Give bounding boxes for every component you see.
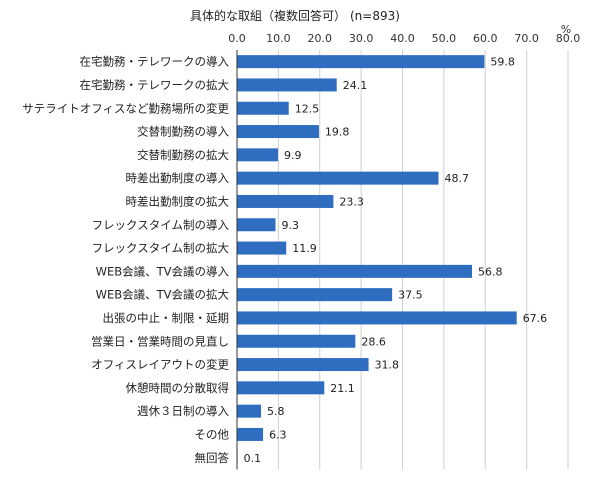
value-label: 5.8 bbox=[267, 405, 285, 418]
value-label: 6.3 bbox=[269, 428, 287, 441]
value-label: 24.1 bbox=[343, 79, 368, 92]
category-label: 時差出勤制度の拡大 bbox=[126, 194, 230, 208]
category-label: 無回答 bbox=[195, 451, 230, 465]
x-tick-label: 10.0 bbox=[266, 32, 291, 45]
x-tick-label: 60.0 bbox=[473, 32, 498, 45]
x-tick-label: 0.0 bbox=[228, 32, 246, 45]
value-label: 0.1 bbox=[244, 452, 262, 465]
category-label: 週休３日制の導入 bbox=[137, 404, 229, 418]
category-label: その他 bbox=[195, 427, 230, 441]
category-label: 時差出勤制度の導入 bbox=[126, 171, 230, 185]
x-tick-label: 50.0 bbox=[432, 32, 457, 45]
x-tick-labels: 0.0 10.0 20.0 30.0 40.0 50.0 60.0 70.0 80.0 bbox=[228, 32, 580, 45]
bar-11 bbox=[237, 288, 393, 302]
category-label: WEB会議、TV会議の導入 bbox=[96, 264, 230, 278]
x-tick-label: 20.0 bbox=[308, 32, 333, 45]
value-label: 11.9 bbox=[292, 242, 317, 255]
unit-label: % bbox=[561, 23, 571, 36]
value-label: 48.7 bbox=[444, 172, 469, 185]
bar-13 bbox=[237, 334, 356, 348]
category-label: サテライトオフィスなど勤務場所の変更 bbox=[22, 101, 229, 115]
category-label: 出張の中止・制限・延期 bbox=[103, 311, 230, 325]
value-label: 31.8 bbox=[375, 359, 400, 372]
category-label: 在宅勤務・テレワークの導入 bbox=[80, 55, 230, 69]
value-label: 67.6 bbox=[523, 312, 548, 325]
category-label: フレックスタイム制の拡大 bbox=[92, 241, 230, 255]
category-label: WEB会議、TV会議の拡大 bbox=[96, 288, 230, 302]
value-labels: 59.8 24.1 12.5 19.8 9.9 48.7 23.3 9.3 11.9 56.8 37… bbox=[244, 56, 548, 465]
category-label: 交替制勤務の拡大 bbox=[137, 148, 229, 162]
bar-16 bbox=[237, 404, 261, 418]
x-tick-label: 40.0 bbox=[390, 32, 415, 45]
bars bbox=[237, 55, 517, 465]
category-labels: 在宅勤務・テレワークの導入在宅勤務・テレワークの拡大サテライトオフィスなど勤務場… bbox=[22, 55, 229, 465]
bar-6 bbox=[237, 171, 439, 185]
value-label: 23.3 bbox=[339, 195, 364, 208]
category-label: 交替制勤務の導入 bbox=[137, 125, 229, 139]
bar-10 bbox=[237, 264, 473, 278]
bar-3 bbox=[237, 101, 289, 115]
x-tick-label: 70.0 bbox=[514, 32, 539, 45]
value-label: 59.8 bbox=[490, 56, 515, 69]
bar-8 bbox=[237, 218, 276, 232]
bar-4 bbox=[237, 125, 319, 139]
category-label: 在宅勤務・テレワークの拡大 bbox=[80, 78, 230, 92]
value-label: 28.6 bbox=[361, 335, 386, 348]
bar-15 bbox=[237, 381, 325, 395]
bar-9 bbox=[237, 241, 287, 255]
category-label: 休憩時間の分散取得 bbox=[126, 381, 230, 395]
value-label: 21.1 bbox=[330, 382, 355, 395]
bar-2 bbox=[237, 78, 337, 92]
category-label: オフィスレイアウトの変更 bbox=[91, 358, 229, 372]
value-label: 12.5 bbox=[295, 102, 320, 115]
category-label: フレックスタイム制の導入 bbox=[92, 218, 230, 232]
chart-title: 具体的な取組（複数回答可） bbox=[190, 8, 346, 23]
bar-7 bbox=[237, 194, 334, 208]
value-label: 37.5 bbox=[398, 289, 423, 302]
value-label: 9.9 bbox=[284, 149, 302, 162]
bar-17 bbox=[237, 427, 264, 441]
bar-5 bbox=[237, 148, 278, 162]
x-tick-label: 30.0 bbox=[349, 32, 374, 45]
bar-1 bbox=[237, 55, 485, 69]
category-label: 営業日・営業時間の見直し bbox=[91, 334, 229, 348]
value-label: 9.3 bbox=[281, 219, 299, 232]
grid-layer bbox=[277, 50, 569, 470]
chart-subtitle: (n=893) bbox=[350, 9, 400, 23]
x-tick-label: 80.0 bbox=[556, 32, 581, 45]
value-label: 19.8 bbox=[325, 126, 350, 139]
value-label: 56.8 bbox=[478, 265, 503, 278]
bar-14 bbox=[237, 358, 369, 372]
bar-12 bbox=[237, 311, 517, 325]
